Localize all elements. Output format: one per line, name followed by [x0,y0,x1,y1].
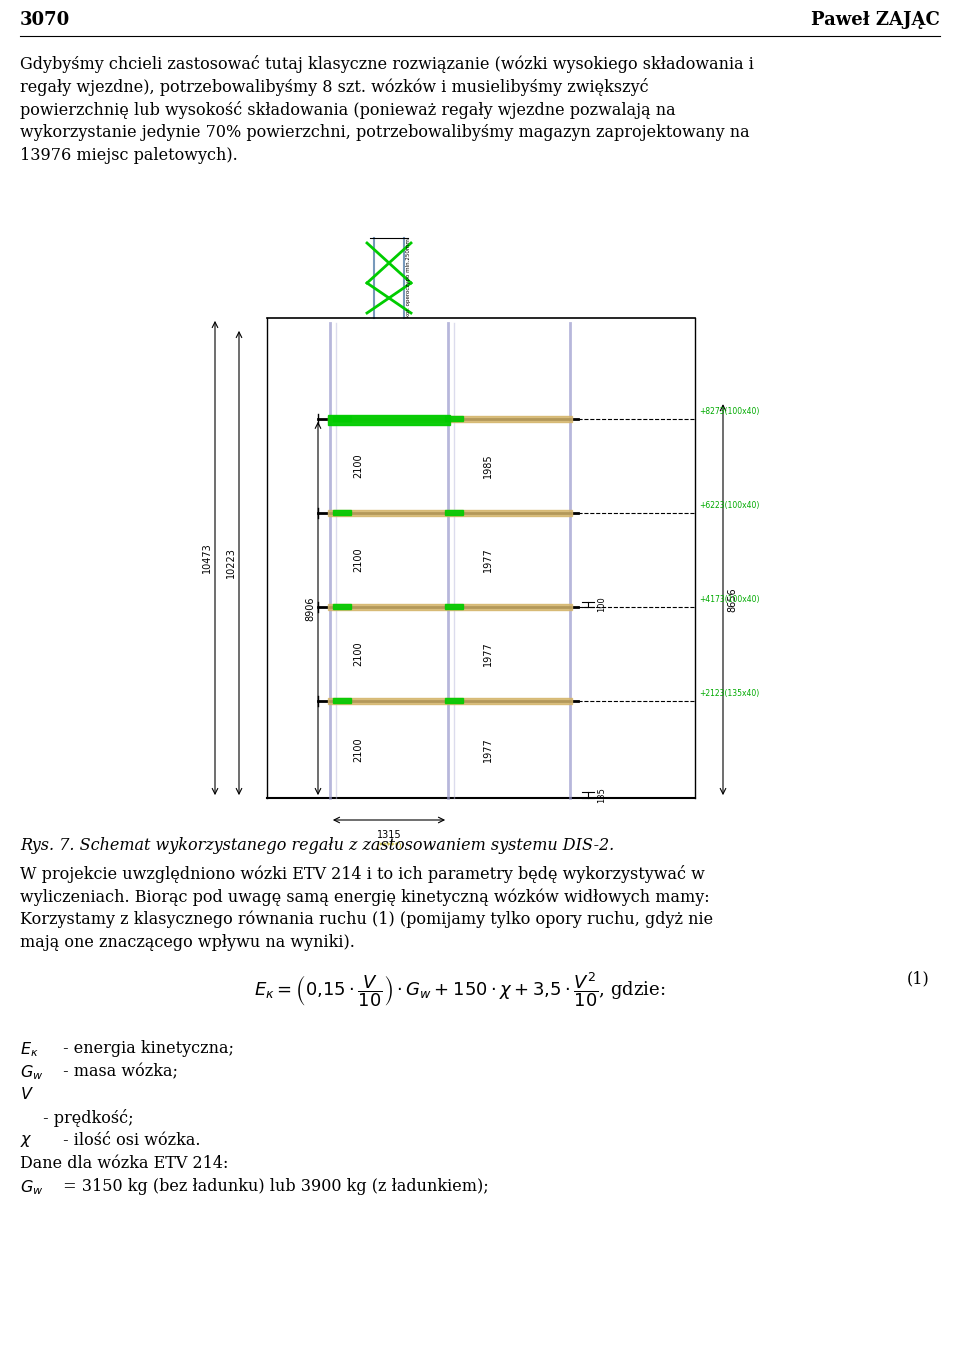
Bar [445,698,463,702]
Text: $G_{w}$: $G_{w}$ [20,1063,43,1082]
Bar [328,698,572,704]
Text: regały wjezdne), potrzebowalibyśmy 8 szt. wózków i musielibyśmy zwiększyć: regały wjezdne), potrzebowalibyśmy 8 szt… [20,79,649,96]
Bar [333,698,351,702]
Text: 100: 100 [597,597,606,613]
Bar [328,416,572,422]
Text: $E_{\kappa} = \left(0{,}15 \cdot \dfrac{V}{10}\right)\cdot G_{w} + 150 \cdot \ch: $E_{\kappa} = \left(0{,}15 \cdot \dfrac{… [254,970,666,1009]
Text: 2100: 2100 [353,548,363,572]
Bar [328,415,450,424]
Text: kor. operoczypo mln.250mm: kor. operoczypo mln.250mm [406,239,411,317]
Text: 10473: 10473 [202,542,212,574]
Bar [328,603,572,610]
Text: +8273(100x40): +8273(100x40) [699,407,759,416]
Text: $G_{w}$: $G_{w}$ [20,1178,43,1197]
Text: 2100: 2100 [353,641,363,666]
Text: 8656: 8656 [727,587,737,612]
Text: 1977: 1977 [483,641,493,666]
Text: powierzchnię lub wysokość składowania (ponieważ regały wjezdne pozwalają na: powierzchnię lub wysokość składowania (p… [20,100,676,119]
Text: wyliczeniach. Biorąc pod uwagę samą energię kinetyczną wózków widłowych mamy:: wyliczeniach. Biorąc pod uwagę samą ener… [20,888,709,906]
Text: W projekcie uwzględniono wózki ETV 214 i to ich parametry będę wykorzystywać w: W projekcie uwzględniono wózki ETV 214 i… [20,865,705,883]
Text: mają one znaczącego wpływu na wyniki).: mają one znaczącego wpływu na wyniki). [20,934,355,951]
Text: 1977: 1977 [483,736,493,762]
Text: Korzystamy z klasycznego równania ruchu (1) (pomijamy tylko opory ruchu, gdyż ni: Korzystamy z klasycznego równania ruchu … [20,911,713,929]
Text: - prędkość;: - prędkość; [38,1109,133,1127]
Text: wykorzystanie jedynie 70% powierzchni, potrzebowalibyśmy magazyn zaprojektowany : wykorzystanie jedynie 70% powierzchni, p… [20,123,750,141]
Text: = 3150 kg (bez ładunku) lub 3900 kg (z ładunkiem);: = 3150 kg (bez ładunku) lub 3900 kg (z ł… [58,1178,489,1195]
Bar [445,510,463,515]
Bar [333,510,351,515]
Text: 1985: 1985 [483,453,493,479]
Text: (*****): (*****) [376,842,401,852]
Text: 8906: 8906 [305,597,315,621]
Text: 10223: 10223 [226,548,236,579]
Bar [328,510,572,515]
Text: 2100: 2100 [353,738,363,762]
Text: - masa wózka;: - masa wózka; [58,1063,178,1079]
Text: - energia kinetyczna;: - energia kinetyczna; [58,1040,234,1056]
Bar [333,416,351,420]
Text: 1315: 1315 [376,830,401,839]
Text: $V$: $V$ [20,1086,34,1102]
Text: 2100: 2100 [353,453,363,479]
Text: 1977: 1977 [483,548,493,572]
Bar [445,603,463,609]
Text: (1): (1) [907,970,930,987]
Bar [333,603,351,609]
Text: Gdybyśmy chcieli zastosować tutaj klasyczne rozwiązanie (wózki wysokiego składow: Gdybyśmy chcieli zastosować tutaj klasyc… [20,56,754,73]
Text: 135: 135 [597,786,606,803]
Text: +4173(100x40): +4173(100x40) [699,595,759,603]
Text: +6223(100x40): +6223(100x40) [699,500,759,510]
Bar [445,416,463,420]
Text: 13976 miejsc paletowych).: 13976 miejsc paletowych). [20,146,238,164]
Text: Paweł ZAJĄC: Paweł ZAJĄC [811,11,940,28]
Text: 3070: 3070 [20,11,70,28]
Text: $E_{\kappa}$: $E_{\kappa}$ [20,1040,38,1059]
Text: +2123(135x40): +2123(135x40) [699,689,759,698]
Text: Rys. 7. Schemat wykorzystanego regału z zastosowaniem systemu DIS-2.: Rys. 7. Schemat wykorzystanego regału z … [20,837,614,854]
Text: Dane dla wózka ETV 214:: Dane dla wózka ETV 214: [20,1155,228,1172]
Text: - ilość osi wózka.: - ilość osi wózka. [58,1132,201,1149]
Text: $\chi$: $\chi$ [20,1132,33,1149]
